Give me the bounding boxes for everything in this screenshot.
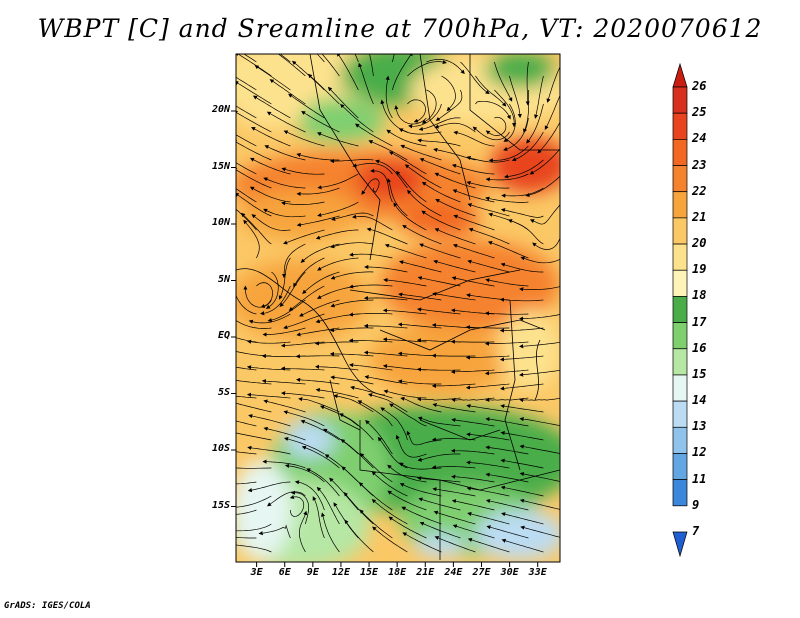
colorbar-label: 11 [692,471,707,486]
colorbar-label: 9 [692,497,700,512]
colorbar-swatch [672,269,688,297]
colorbar-swatch [672,296,688,323]
colorbar-label: 23 [692,157,707,172]
lon-label: 27E [472,567,491,578]
lon-label: 33E [528,567,547,578]
lat-label: EQ [217,330,230,341]
colorbar-swatch [672,453,688,480]
colorbar-swatch [672,165,688,193]
colorbar-swatch [672,217,688,245]
colorbar-label: 14 [692,393,707,408]
wbpt-field [236,54,560,562]
colorbar-swatch [672,479,688,507]
colorbar-label: 21 [692,209,707,224]
map-title: WBPT [C] and Sreamline at 700hPa, VT: 20… [37,14,763,43]
colorbar-swatch [672,112,688,140]
colorbar-swatch [672,139,688,166]
colorbar-label: 7 [692,524,700,538]
colorbar-label: 20 [692,236,707,251]
colorbar-label: 16 [692,340,707,355]
lon-label: 30E [500,567,519,578]
lon-label: 12E [331,567,350,578]
lon-label: 18E [388,567,407,578]
colorbar-label: 12 [692,445,707,460]
colorbar-label: 24 [692,131,707,146]
lon-label: 24E [444,567,463,578]
lon-label: 9E [306,567,319,578]
colorbar-swatch [672,426,688,454]
colorbar-swatch [672,243,688,271]
colorbar-swatch [672,86,688,114]
lat-label: 10N [211,217,230,228]
colorbar-label: 15 [692,366,707,381]
colorbar-label: 26 [692,79,707,93]
lon-label: 21E [416,567,435,578]
colorbar-swatch [672,348,688,376]
colorbar-swatch [672,374,688,402]
lat-label: 5N [217,273,230,285]
lat-label: 10S [211,443,230,454]
map-frame [235,53,561,563]
colorbar-swatch [672,322,688,350]
lon-label: 6E [278,567,291,578]
colorbar [672,62,688,558]
colorbar-min-arrow [672,531,688,558]
lat-label: 15S [211,499,230,511]
lat-label: 20N [211,104,230,115]
colorbar-label: 18 [692,288,707,303]
colorbar-label: 19 [692,262,707,277]
colorbar-swatch [672,191,688,219]
colorbar-max-arrow [672,62,688,88]
axis-ticks [231,110,539,567]
colorbar-label: 13 [692,419,707,434]
colorbar-label: 25 [692,105,707,120]
streamlines [236,54,560,553]
colorbar-swatch [672,400,688,428]
grads-credit: GrADS: IGES/COLA [4,601,91,611]
lat-label: 5S [217,386,230,398]
colorbar-label: 17 [692,314,707,329]
lon-label: 15E [360,567,379,578]
lat-label: 15N [211,160,230,172]
lon-label: 3E [250,567,263,578]
colorbar-label: 22 [692,183,707,198]
